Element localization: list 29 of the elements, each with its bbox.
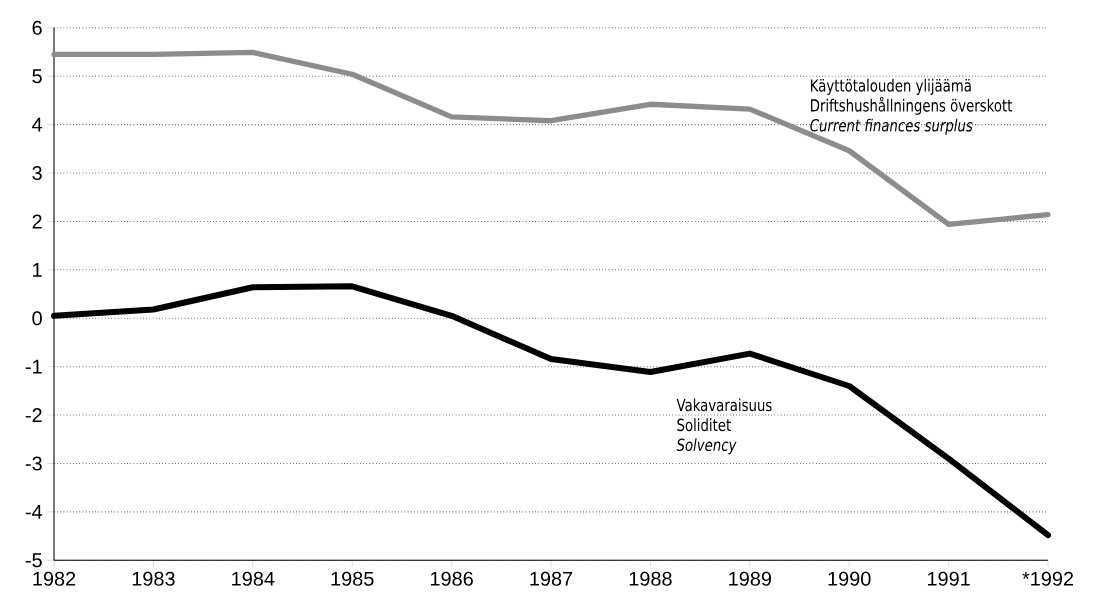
annotation: Current finances surplus (810, 118, 973, 135)
y-tick-label: 3 (32, 165, 42, 180)
x-tick-label: 1985 (331, 571, 374, 586)
y-tick-label: -5 (25, 553, 42, 568)
y-tick-label: 1 (33, 262, 42, 277)
text: Käyttötalouden ylijäämä (811, 78, 971, 95)
y-tick-label: -3 (25, 456, 42, 471)
y-tick-label: -2 (25, 407, 42, 422)
y-tick-label: 2 (32, 214, 42, 229)
y-tick-label: -4 (25, 504, 43, 519)
annotation: Solvency (676, 438, 737, 455)
x-tick-label: 1991 (927, 571, 970, 586)
y-tick-label: 6 (32, 20, 42, 35)
y-tick-label: 4 (32, 117, 43, 132)
x-tick-label: *1992 (1022, 571, 1074, 586)
y-tick-label: 0 (32, 311, 42, 326)
y-tick-label: 5 (32, 69, 42, 83)
annotation: Soliditet (677, 418, 731, 432)
x-tick-label: 1986 (430, 571, 473, 586)
x-tick-label: 1989 (729, 571, 772, 586)
x-tick-label: 1984 (232, 571, 275, 586)
x-tick-label: 1982 (33, 571, 76, 586)
x-tick-label: 1983 (132, 571, 175, 586)
series-label: Vakavaraisuus (676, 398, 772, 412)
annotation: Driftshushållningens överskott (811, 96, 1013, 115)
y-tick-label: -1 (25, 359, 42, 374)
x-tick-label: 1988 (629, 571, 672, 586)
x-tick-label: 1990 (828, 571, 871, 586)
x-tick-label: 1987 (530, 571, 573, 586)
